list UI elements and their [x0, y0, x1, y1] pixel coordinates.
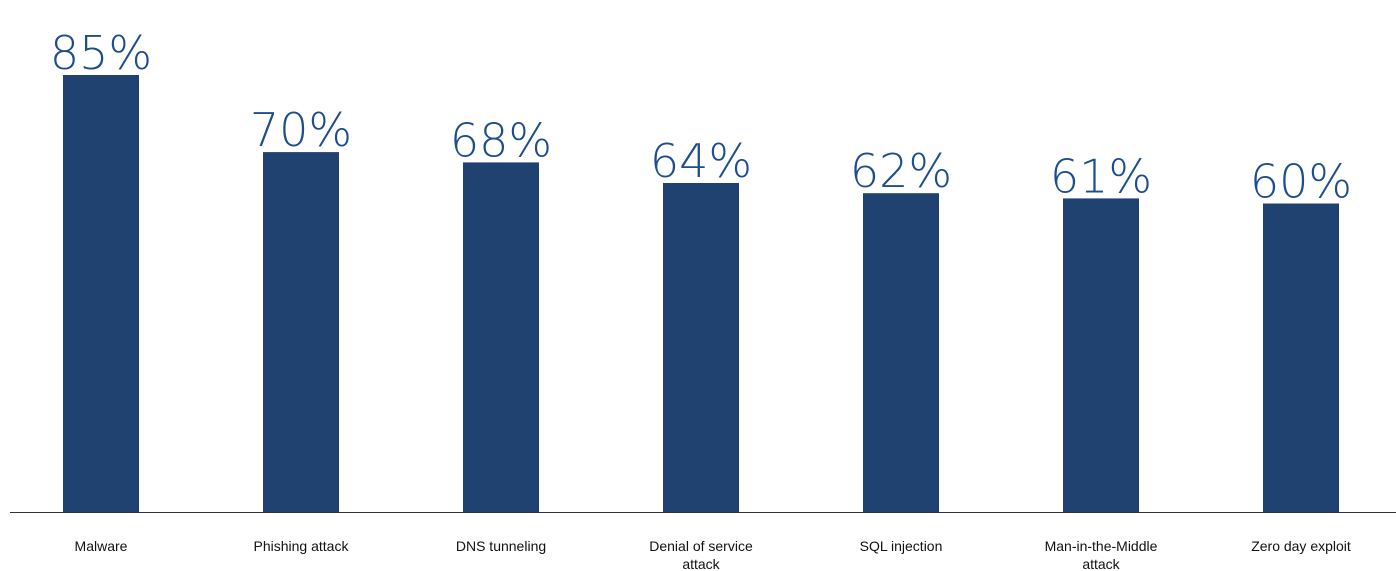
bar	[1063, 198, 1139, 512]
category-label: Malware	[75, 538, 128, 554]
bar-value-label: 68%	[450, 113, 552, 167]
bar-value-label: 85%	[50, 26, 152, 80]
bar	[1263, 203, 1339, 512]
value-labels-group: 85% 70% 68% 64% 62% 61% 60%	[50, 26, 1352, 209]
bar-value-label: 70%	[250, 103, 352, 157]
category-labels-group: Malware Phishing attack DNS tunneling Denia…	[75, 538, 1351, 571]
bar	[463, 162, 539, 512]
category-label: Denial of service attack	[649, 538, 753, 571]
bars-group	[63, 75, 1339, 512]
category-label: Zero day exploit	[1251, 538, 1351, 554]
bar-value-label: 62%	[850, 144, 952, 198]
bar	[663, 183, 739, 512]
bar-value-label: 60%	[1250, 155, 1352, 209]
category-label: Man-in-the-Middle attack	[1045, 538, 1158, 571]
bar	[63, 75, 139, 512]
category-label: DNS tunneling	[456, 538, 546, 554]
bar-value-label: 61%	[1050, 149, 1152, 203]
bar	[263, 152, 339, 512]
bar	[863, 193, 939, 512]
category-label: Phishing attack	[254, 538, 350, 554]
bar-value-label: 64%	[650, 134, 752, 188]
category-label: SQL injection	[860, 538, 943, 554]
